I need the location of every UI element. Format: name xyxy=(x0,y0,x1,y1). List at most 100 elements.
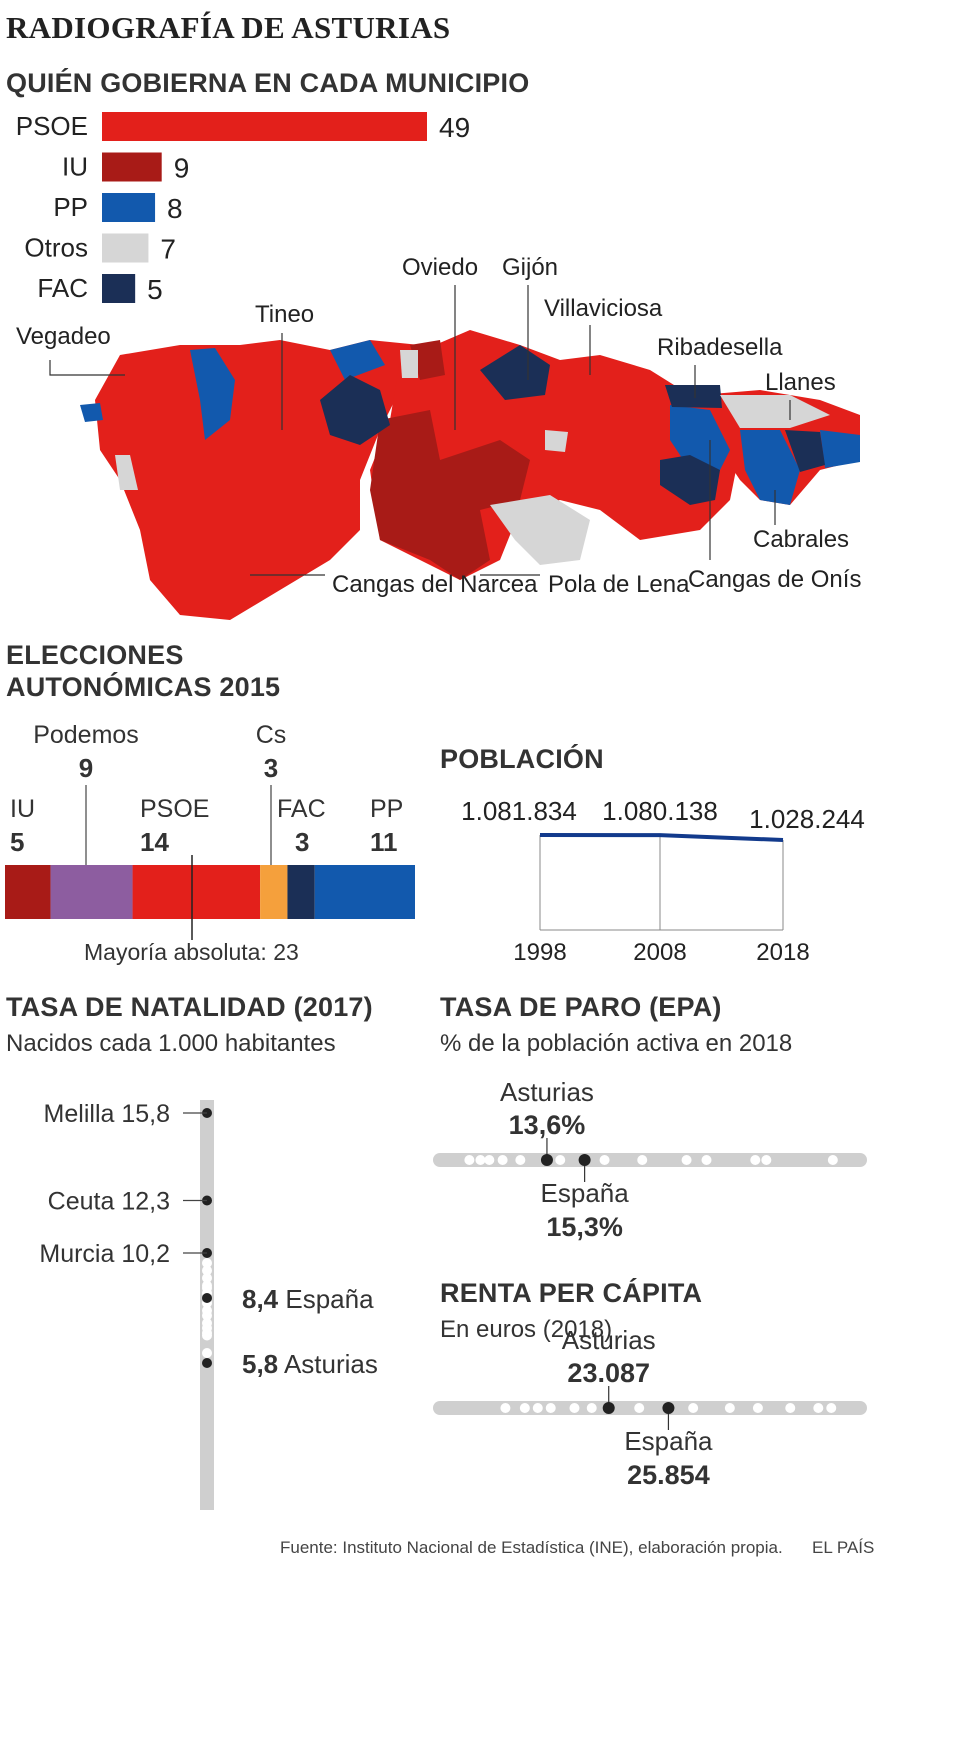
pob-value-label: 1.080.138 xyxy=(602,796,718,826)
pob-value-label: 1.028.244 xyxy=(749,804,865,834)
region-dot xyxy=(724,1403,735,1413)
region-iu xyxy=(370,410,530,580)
muni-bar xyxy=(102,274,136,303)
nat-label: Melilla 15,8 xyxy=(44,1100,170,1128)
elec-party-label: PP xyxy=(370,795,403,823)
municipios-bar-chart: PSOE 49 IU 9 PP 8 Otros 7 FAC 5 xyxy=(16,111,470,305)
elec-segment xyxy=(260,865,288,919)
label-espana: España xyxy=(541,1178,630,1208)
region-dot xyxy=(515,1155,526,1165)
region-dot xyxy=(484,1155,495,1165)
muni-cat-label: IU xyxy=(62,152,88,182)
region-dot xyxy=(752,1403,763,1413)
dot-asturias xyxy=(540,1154,553,1166)
value-asturias: 13,6% xyxy=(509,1110,586,1140)
nat-region-dot xyxy=(202,1258,212,1268)
muni-cat-label: PP xyxy=(53,192,88,222)
map-label-llanes: Llanes xyxy=(765,369,836,396)
region-fac-1 xyxy=(320,375,390,445)
region-dot xyxy=(497,1155,508,1165)
nat-dot xyxy=(202,1358,212,1368)
dot-espana xyxy=(578,1154,591,1166)
region-pp-6 xyxy=(80,403,103,422)
muni-bar xyxy=(102,193,156,222)
label-asturias: Asturias xyxy=(562,1325,656,1355)
nat-dot xyxy=(202,1293,212,1303)
elec-seat-label: 5 xyxy=(10,827,24,857)
region-dot xyxy=(500,1403,511,1413)
elecciones-title-1: ELECCIONES xyxy=(6,640,184,670)
map-label-tineo: Tineo xyxy=(255,301,314,328)
elec-seat-label: 9 xyxy=(79,753,93,783)
region-dot xyxy=(569,1403,580,1413)
value-asturias: 23.087 xyxy=(567,1358,650,1388)
footer-source: Fuente: Instituto Nacional de Estadístic… xyxy=(280,1538,783,1557)
elec-seat-label: 14 xyxy=(140,827,169,857)
main-title: RADIOGRAFÍA DE ASTURIAS xyxy=(6,10,451,45)
nat-label: Murcia 10,2 xyxy=(39,1240,170,1268)
map-label-vegadeo: Vegadeo xyxy=(16,323,111,350)
region-dot xyxy=(826,1403,837,1413)
natalidad-subtitle: Nacidos cada 1.000 habitantes xyxy=(6,1030,336,1057)
elec-seat-label: 11 xyxy=(370,827,398,857)
region-fac-3 xyxy=(660,455,720,505)
nat-label: Ceuta 12,3 xyxy=(48,1188,170,1216)
region-fac-2 xyxy=(480,345,550,400)
region-dot xyxy=(599,1155,610,1165)
pob-year-label: 2008 xyxy=(633,939,686,966)
elec-segment xyxy=(287,865,315,919)
mayoria-label: Mayoría absoluta: 23 xyxy=(84,939,299,965)
region-otros-3 xyxy=(115,455,138,490)
label-asturias: Asturias xyxy=(500,1077,594,1107)
region-otros-4 xyxy=(400,350,418,378)
muni-bar xyxy=(102,112,427,141)
map-label-pola-de-lena: Pola de Lena xyxy=(548,571,690,598)
region-dot xyxy=(637,1155,648,1165)
natalidad-dot-chart: Melilla 15,8 Ceuta 12,3 Murcia 10,2 8,4 Esp… xyxy=(39,1100,378,1510)
elec-segment xyxy=(50,865,133,919)
region-dot xyxy=(681,1155,692,1165)
elec-segment xyxy=(5,865,51,919)
nat-region-dot xyxy=(202,1330,212,1341)
muni-cat-label: FAC xyxy=(37,273,88,303)
region-pp-2 xyxy=(330,340,385,380)
muni-value-label: 9 xyxy=(174,153,190,184)
region-dot xyxy=(532,1403,543,1413)
region-dot xyxy=(545,1403,556,1413)
nat-label: 8,4 España xyxy=(242,1284,374,1314)
region-dot xyxy=(785,1403,796,1413)
nat-region-dot xyxy=(202,1348,212,1358)
poblacion-line-chart: 1998 2008 2018 1.081.834 1.080.138 1.028.244 xyxy=(461,796,865,966)
region-iu-oviedo xyxy=(410,340,445,380)
map-shapes xyxy=(80,330,860,620)
map-label-ribadesella: Ribadesella xyxy=(657,334,783,361)
region-dot xyxy=(688,1403,699,1413)
nat-region-dot xyxy=(202,1310,212,1321)
muni-bar xyxy=(102,152,162,182)
pob-year-label: 2018 xyxy=(756,939,809,966)
natalidad-title: TASA DE NATALIDAD (2017) xyxy=(6,992,373,1022)
region-otros-5 xyxy=(545,430,568,452)
muni-cat-label: Otros xyxy=(24,233,88,263)
muni-bar xyxy=(102,233,149,263)
region-dot xyxy=(464,1155,475,1165)
elec-party-label: Podemos xyxy=(33,721,139,749)
region-dot xyxy=(750,1155,761,1165)
region-dot xyxy=(813,1403,824,1413)
elec-party-label: IU xyxy=(10,795,35,823)
elec-party-label: PSOE xyxy=(140,795,209,823)
region-fac-5 xyxy=(785,430,825,472)
label-espana: España xyxy=(624,1426,713,1456)
nat-region-dot xyxy=(202,1265,212,1276)
asturias-map: Vegadeo Tineo Oviedo Gijón Villaviciosa … xyxy=(16,255,861,620)
elec-party-label: Cs xyxy=(256,721,287,749)
municipios-title: QUIÉN GOBIERNA EN CADA MUNICIPIO xyxy=(6,68,530,98)
pob-year-label: 1998 xyxy=(513,939,566,966)
region-dot xyxy=(586,1403,597,1413)
region-dot xyxy=(827,1155,838,1165)
paro-subtitle: % de la población activa en 2018 xyxy=(440,1030,793,1057)
map-label-cangas-del-narcea: Cangas del Narcea xyxy=(332,571,538,598)
elec-seat-label: 3 xyxy=(264,753,278,783)
value-espana: 25.854 xyxy=(627,1460,710,1490)
